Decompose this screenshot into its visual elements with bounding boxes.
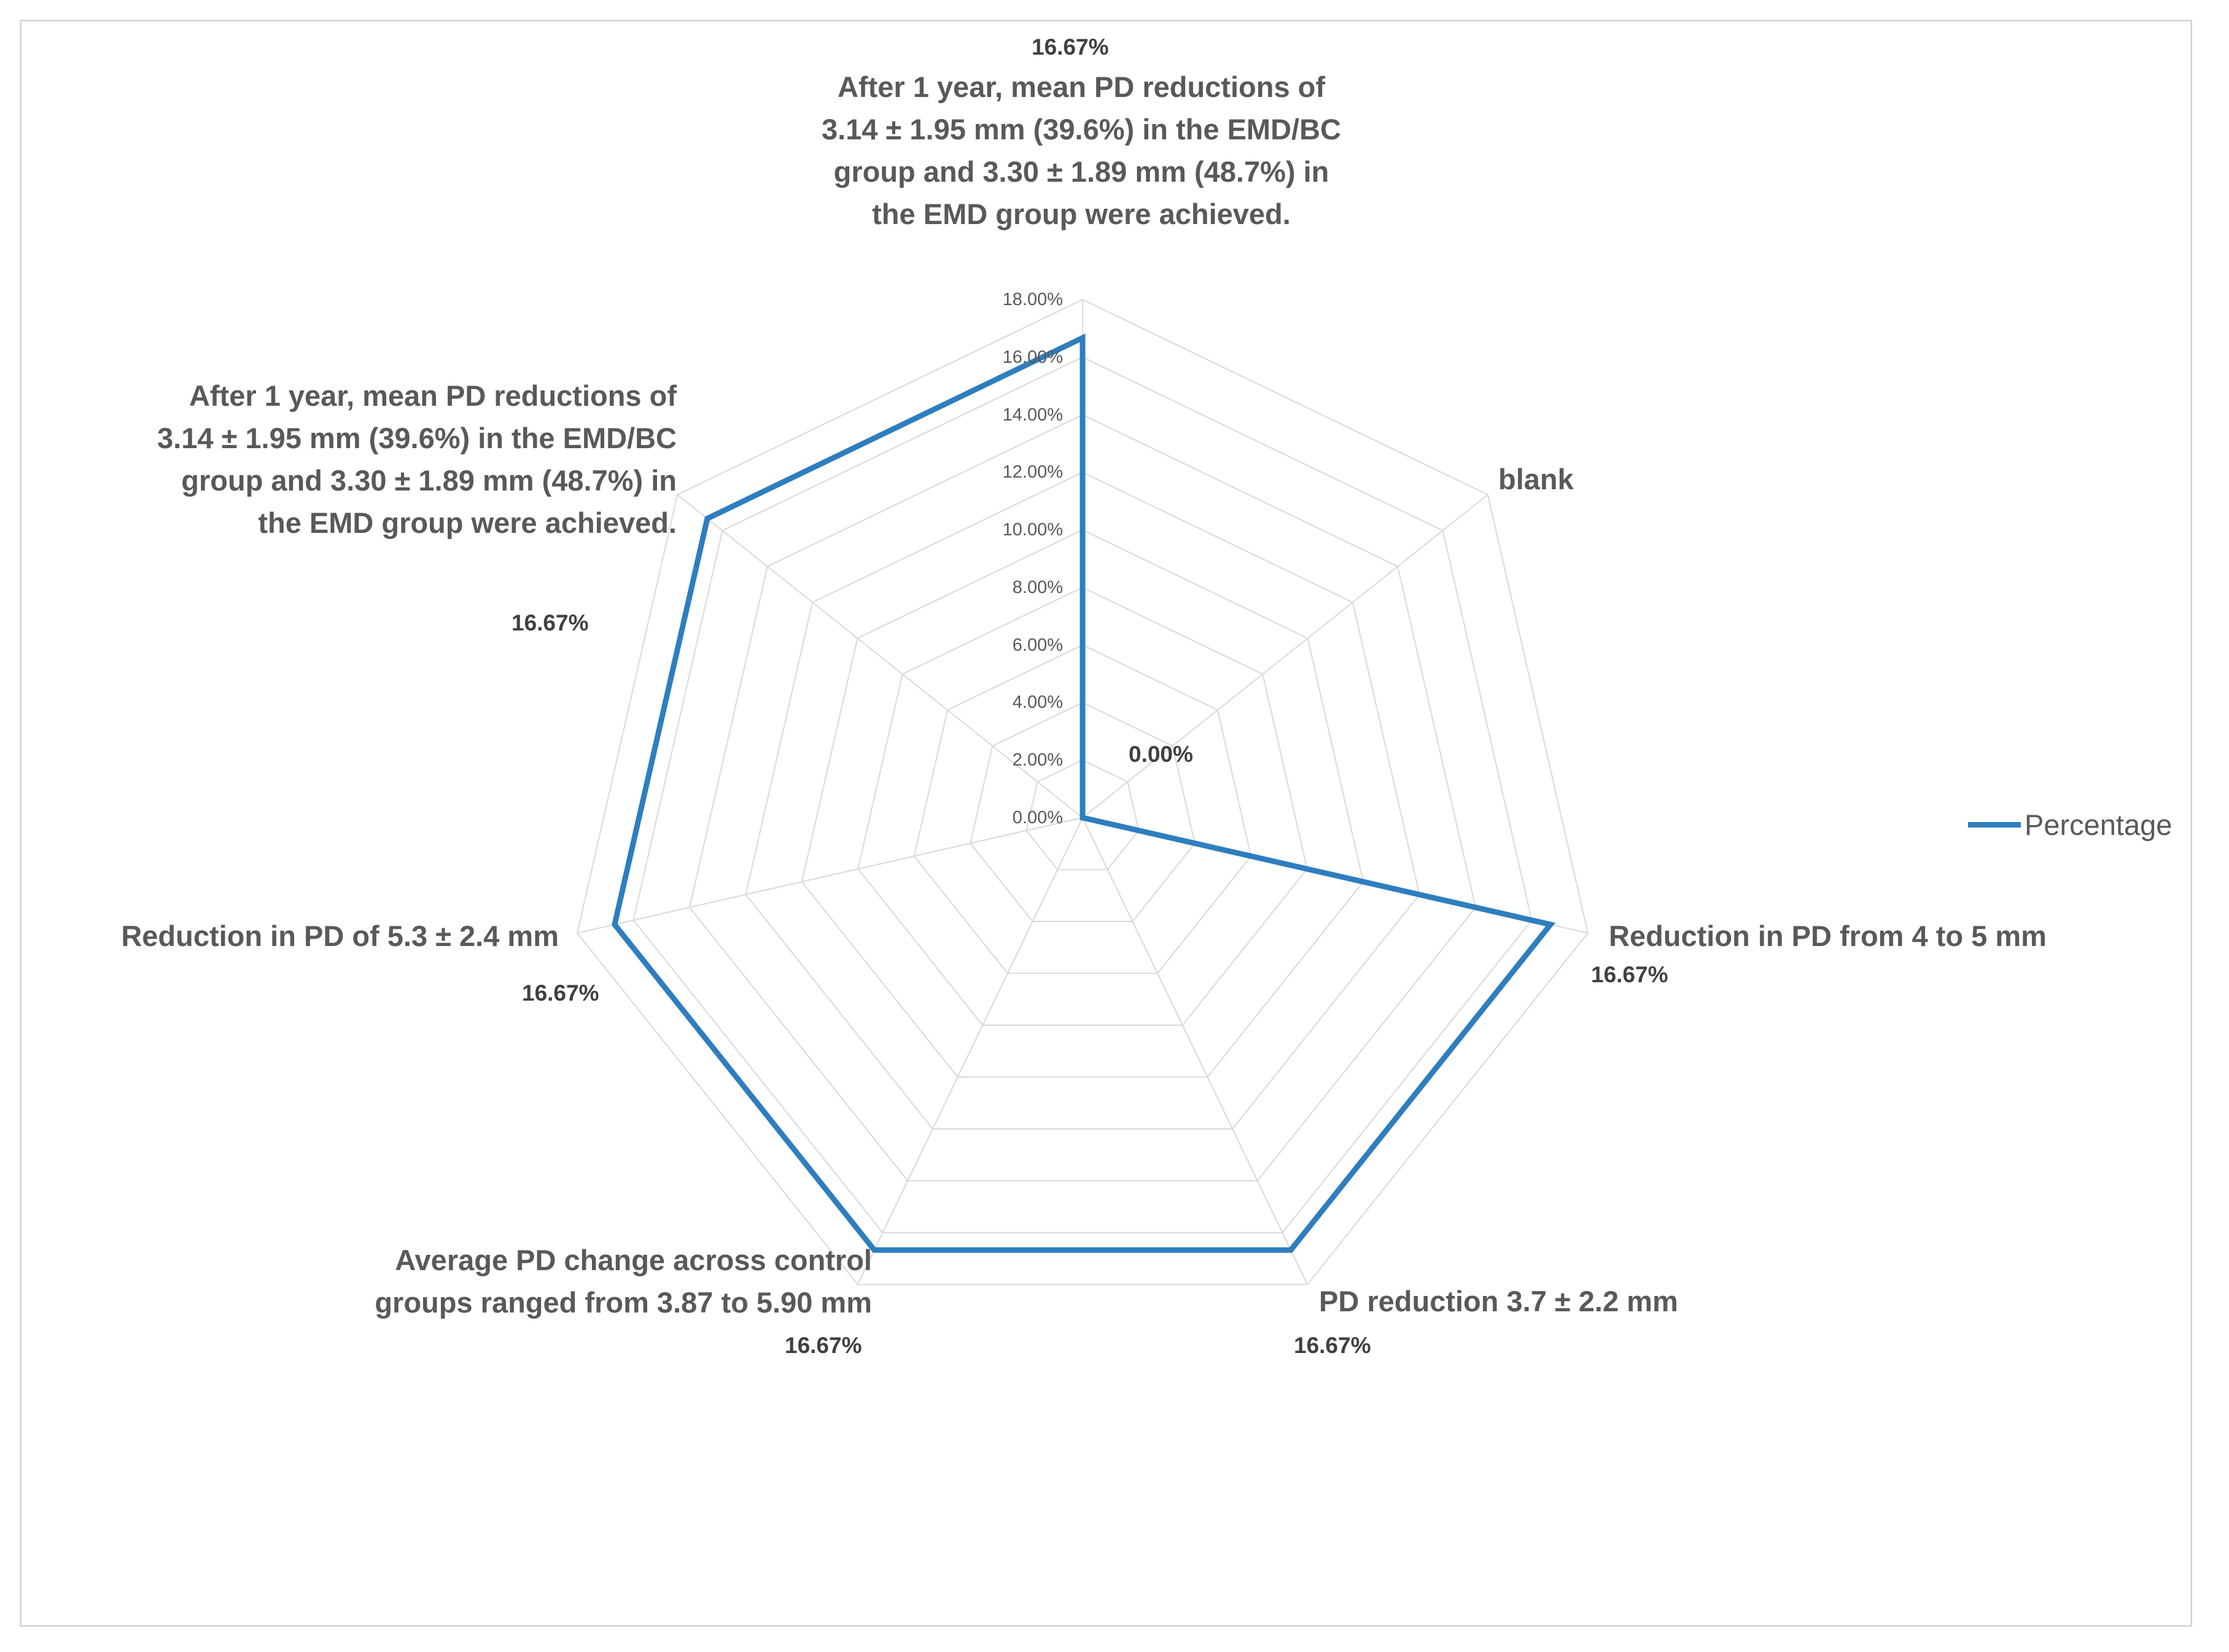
grid-ring-1 xyxy=(1025,759,1140,871)
category-label-3: PD reduction 3.7 ± 2.2 mm xyxy=(1319,1285,1678,1317)
data-label-5: 16.67% xyxy=(522,980,599,1006)
spoke-1 xyxy=(1082,494,1488,818)
category-label-0: After 1 year, mean PD reductions of 3.14… xyxy=(822,71,1341,230)
legend: Percentage xyxy=(1968,806,2172,843)
data-label-2: 16.67% xyxy=(1591,962,1668,987)
radial-tick-label: 0.00% xyxy=(1012,808,1063,828)
grid-ring-3 xyxy=(913,644,1252,974)
grid-ring-5 xyxy=(801,529,1364,1078)
radial-tick-label: 18.00% xyxy=(1002,290,1063,309)
data-label-3: 16.67% xyxy=(1294,1333,1371,1358)
radial-tick-label: 16.00% xyxy=(1002,347,1063,367)
category-label-6: After 1 year, mean PD reductions of 3.14… xyxy=(157,379,677,539)
grid-ring-8 xyxy=(632,356,1533,1233)
series-line-percentage xyxy=(612,333,1556,1253)
grid-ring-7 xyxy=(688,414,1477,1182)
legend-swatch-percentage xyxy=(1968,821,2021,828)
radial-tick-label: 2.00% xyxy=(1012,750,1063,770)
category-label-5: Reduction in PD of 5.3 ± 2.4 mm xyxy=(121,920,559,952)
radial-tick-label: 4.00% xyxy=(1012,692,1063,713)
category-label-1: blank xyxy=(1498,463,1574,495)
radial-tick-label: 6.00% xyxy=(1012,635,1063,655)
spoke-3 xyxy=(1082,817,1309,1285)
grid-ring-2 xyxy=(970,702,1196,922)
data-label-1: 0.00% xyxy=(1129,742,1193,767)
grid-ring-9 xyxy=(577,298,1589,1286)
category-label-2: Reduction in PD from 4 to 5 mm xyxy=(1609,920,2047,952)
spoke-4 xyxy=(857,817,1083,1285)
grid-ring-6 xyxy=(745,471,1420,1130)
radial-tick-label: 8.00% xyxy=(1012,577,1063,597)
radial-tick-label: 12.00% xyxy=(1002,462,1063,483)
spoke-5 xyxy=(577,817,1083,934)
category-label-4: Average PD change across control groups … xyxy=(375,1244,872,1319)
radial-tick-label: 10.00% xyxy=(1002,520,1063,540)
data-label-0: 16.67% xyxy=(1032,34,1109,60)
data-label-6: 16.67% xyxy=(512,610,589,635)
data-label-4: 16.67% xyxy=(785,1333,862,1358)
radial-tick-label: 14.00% xyxy=(1002,405,1063,425)
grid-ring-4 xyxy=(857,586,1308,1026)
spoke-6 xyxy=(677,494,1083,818)
legend-label-percentage: Percentage xyxy=(2025,808,2173,841)
